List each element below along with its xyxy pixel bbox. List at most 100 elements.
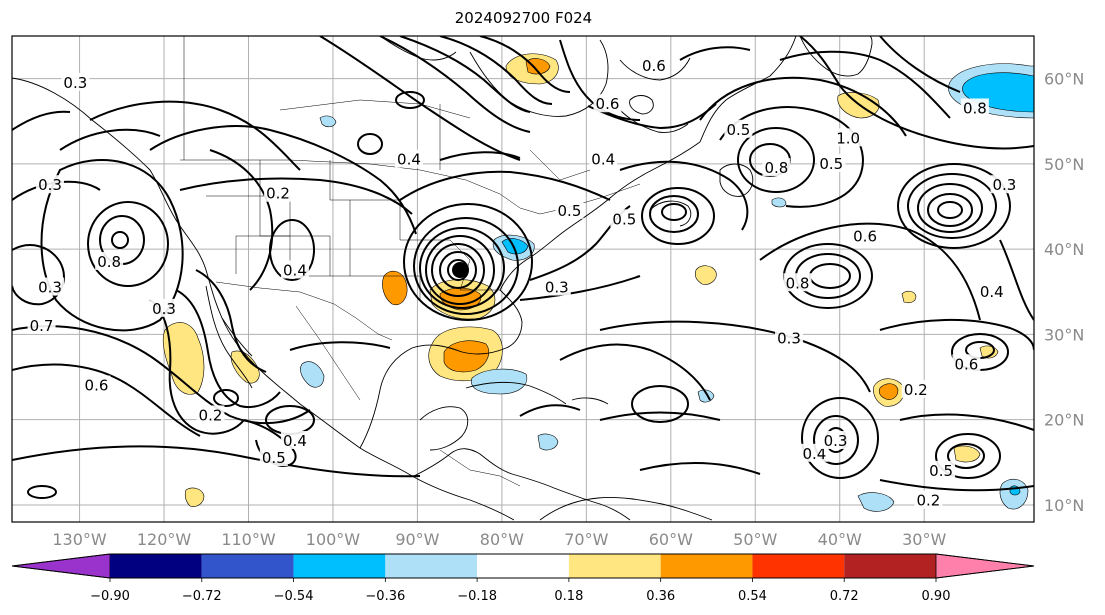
coast-cuba xyxy=(465,381,567,405)
lon-tick-label: 50°W xyxy=(733,530,777,549)
contour-label-bg xyxy=(593,94,622,113)
contour-label: 0.2 xyxy=(904,381,928,399)
contour-north-3 xyxy=(319,36,521,161)
contour-north-6 xyxy=(439,36,553,105)
colorbar-swatch xyxy=(110,554,202,578)
lon-tick-label: 120°W xyxy=(137,530,192,549)
contour-north-4 xyxy=(379,36,531,133)
colorbar-swatch xyxy=(201,554,294,578)
contour-label-bg xyxy=(639,55,668,74)
coast-newfoundland xyxy=(719,163,754,197)
contour-label-bg xyxy=(150,298,179,317)
map-title: 2024092700 F024 xyxy=(454,9,593,27)
contour-ns-1 xyxy=(661,203,687,221)
contour-label-bg xyxy=(960,98,989,117)
contour-se-7 xyxy=(801,397,879,479)
contour-north-8 xyxy=(559,39,641,121)
contour-label: 0.8 xyxy=(963,99,987,117)
colorbar-tick-label: 0.18 xyxy=(554,589,583,604)
contour-atl-3 xyxy=(917,183,983,233)
contour-north-1 xyxy=(149,125,417,235)
contour-pac-4 xyxy=(40,159,184,332)
colorbar-tick-label: 0.72 xyxy=(830,589,859,604)
contour-label-bg xyxy=(990,175,1019,194)
lat-tick-label: 30°N xyxy=(1044,325,1084,344)
contour-lab-4 xyxy=(699,76,907,137)
contour-label: 0.3 xyxy=(824,432,848,450)
contour-small-6 xyxy=(12,110,71,131)
lon-tick-label: 70°W xyxy=(564,530,608,549)
shade-negative-pacific-mexico xyxy=(300,361,325,388)
contour-label-bg xyxy=(95,251,124,270)
colorbar-tick-label: 0.54 xyxy=(738,589,767,604)
contour-north-5 xyxy=(399,36,531,113)
border-central-america xyxy=(439,449,521,487)
colorbar-tick-label: 0.36 xyxy=(646,589,675,604)
contour-low-ring-4 xyxy=(425,235,495,305)
contour-small-1 xyxy=(27,485,57,499)
colorbar-tick-label: −0.36 xyxy=(365,589,405,604)
shade-negative-cuba xyxy=(471,368,528,395)
colorbar-swatch xyxy=(568,554,661,578)
contour-north-2 xyxy=(179,177,413,215)
contour-mid-2 xyxy=(289,341,391,351)
contour-label: 0.4 xyxy=(802,445,826,463)
contour-carib-5 xyxy=(519,404,581,417)
contour-label: 0.2 xyxy=(199,406,223,424)
colorbar-extend-low xyxy=(11,553,111,579)
contour-label-bg xyxy=(259,448,288,467)
lat-tick-label: 20°N xyxy=(1044,411,1084,430)
contour-se-4 xyxy=(899,413,1034,431)
contour-lab-7 xyxy=(879,36,961,93)
latitude-ticks: 60°N 50°N 40°N 30°N 20°N 10°N xyxy=(1044,70,1084,515)
border-us-mexico xyxy=(215,281,393,341)
contour-pac-11 xyxy=(59,128,161,151)
contour-label-bg xyxy=(775,328,804,347)
contour-se-5 xyxy=(813,415,859,465)
contour-lab-6 xyxy=(799,36,1034,150)
colorbar-tick-label: 0.90 xyxy=(922,589,951,604)
shade-positive-mexico-coast xyxy=(230,350,260,384)
contour-label-bg xyxy=(901,379,930,398)
contour-ns-4 xyxy=(619,160,749,231)
coast-greenland-south xyxy=(799,36,873,77)
contour-label-bg xyxy=(394,149,423,168)
contour-lab-8 xyxy=(679,46,751,61)
contour-label-bg xyxy=(264,183,293,202)
contour-small-7 xyxy=(439,151,521,161)
contour-label: 0.5 xyxy=(558,202,582,220)
colorbar-swatch xyxy=(477,554,569,578)
contour-atl-6 xyxy=(759,222,981,321)
contour-label: 0.4 xyxy=(397,151,421,169)
contour-label: 0.8 xyxy=(764,159,788,177)
coast-baffin xyxy=(619,57,691,81)
contour-north-9 xyxy=(587,103,717,130)
shade-positive-atlantic-1 xyxy=(694,265,717,285)
coast-baja xyxy=(205,285,253,389)
contour-pac-3 xyxy=(87,201,169,287)
border-state-2 xyxy=(259,160,331,276)
contour-pac-7 xyxy=(12,325,311,425)
contour-label: 0.4 xyxy=(283,261,307,279)
lon-tick-label: 130°W xyxy=(52,530,107,549)
contour-label-bg xyxy=(783,273,812,292)
lon-tick-label: 110°W xyxy=(221,530,276,549)
contour-small-2 xyxy=(395,91,425,109)
contour-small-3 xyxy=(357,133,383,155)
lon-tick-label: 30°W xyxy=(902,530,946,549)
contour-label: 0.2 xyxy=(916,492,940,510)
lat-tick-label: 60°N xyxy=(1044,70,1084,89)
contour-se-8 xyxy=(947,443,985,469)
coast-gulf-of-mexico xyxy=(359,289,523,449)
contour-label: 0.3 xyxy=(152,300,176,318)
border-state-9 xyxy=(529,149,591,181)
contour-label: 0.6 xyxy=(85,377,109,395)
contour-label: 0.4 xyxy=(591,151,615,169)
low-center-marker xyxy=(452,262,468,278)
contour-label-bg xyxy=(914,490,943,509)
contour-label-bg xyxy=(542,277,571,296)
contour-label: 0.7 xyxy=(30,317,54,335)
contour-small-5 xyxy=(213,389,239,407)
contour-se-9 xyxy=(935,433,1001,479)
lon-tick-label: 100°W xyxy=(306,530,361,549)
